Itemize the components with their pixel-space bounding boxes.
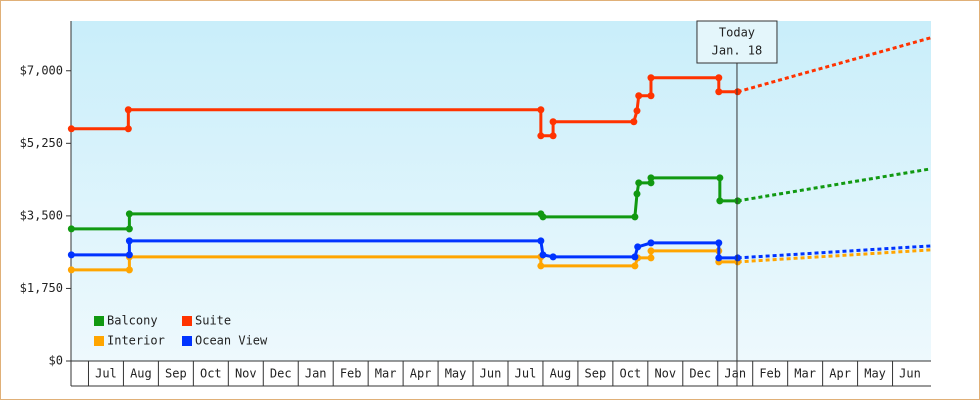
- data-point: [549, 253, 557, 261]
- y-tick-label: $3,500: [20, 208, 63, 222]
- x-tick-label: Oct: [620, 367, 642, 381]
- data-point: [67, 225, 75, 233]
- data-point: [631, 253, 639, 261]
- x-tick-label: Jul: [515, 367, 537, 381]
- data-point: [67, 266, 75, 274]
- data-point: [539, 251, 547, 259]
- data-point: [125, 266, 133, 274]
- legend-label: Interior: [107, 334, 165, 348]
- x-tick-label: Feb: [340, 367, 362, 381]
- x-tick-label: Feb: [759, 367, 781, 381]
- data-point: [537, 132, 545, 140]
- data-point: [634, 243, 642, 251]
- data-point: [716, 197, 724, 205]
- x-tick-label: Apr: [410, 367, 432, 381]
- data-point: [67, 251, 75, 259]
- legend-label: Ocean View: [195, 334, 268, 348]
- x-tick-label: Nov: [235, 367, 257, 381]
- data-point: [734, 88, 742, 96]
- x-tick-label: Jan: [305, 367, 327, 381]
- y-tick-label: $7,000: [20, 63, 63, 77]
- y-tick-label: $1,750: [20, 281, 63, 295]
- data-point: [549, 132, 557, 140]
- data-point: [125, 237, 133, 245]
- y-tick-label: $0: [49, 354, 63, 368]
- x-tick-label: Mar: [375, 367, 397, 381]
- data-point: [647, 247, 655, 255]
- x-tick-label: Sep: [165, 367, 187, 381]
- today-label: Today: [719, 26, 755, 40]
- x-tick-label: May: [864, 367, 886, 381]
- data-point: [633, 190, 641, 198]
- x-tick-label: Jul: [95, 367, 117, 381]
- x-tick-label: Jun: [480, 367, 502, 381]
- data-point: [631, 213, 639, 221]
- x-tick-label: Dec: [689, 367, 711, 381]
- data-point: [537, 262, 545, 270]
- data-point: [125, 251, 133, 259]
- data-point: [124, 106, 132, 114]
- data-point: [716, 174, 724, 182]
- x-tick-label: Jun: [899, 367, 921, 381]
- legend-label: Balcony: [107, 314, 158, 328]
- data-point: [539, 213, 547, 221]
- x-tick-label: Aug: [550, 367, 572, 381]
- data-point: [549, 118, 557, 126]
- x-tick-label: May: [445, 367, 467, 381]
- legend-swatch: [94, 336, 104, 346]
- projection-line: [737, 248, 932, 264]
- projection-line: [737, 36, 932, 94]
- legend-swatch: [94, 316, 104, 326]
- x-tick-label: Dec: [270, 367, 292, 381]
- today-box: [696, 20, 778, 64]
- x-tick-label: Aug: [130, 367, 152, 381]
- data-point: [647, 92, 655, 100]
- data-point: [734, 197, 742, 205]
- projection-line: [737, 244, 932, 260]
- data-point: [715, 239, 723, 247]
- data-point: [125, 210, 133, 218]
- x-tick-label: Mar: [794, 367, 816, 381]
- data-point: [635, 92, 643, 100]
- data-point: [647, 239, 655, 247]
- data-point: [537, 237, 545, 245]
- data-point: [630, 118, 638, 126]
- data-point: [715, 88, 723, 96]
- x-tick-label: Nov: [654, 367, 676, 381]
- legend-swatch: [182, 336, 192, 346]
- data-point: [715, 254, 723, 262]
- x-tick-label: Apr: [829, 367, 851, 381]
- data-point: [734, 254, 742, 262]
- data-point: [67, 125, 75, 133]
- x-tick-label: Jan: [724, 367, 746, 381]
- data-point: [631, 262, 639, 270]
- data-point: [635, 179, 643, 187]
- data-point: [633, 107, 641, 115]
- today-label: Jan. 18: [712, 44, 763, 58]
- data-point: [124, 125, 132, 133]
- x-tick-label: Sep: [585, 367, 607, 381]
- legend-label: Suite: [195, 314, 231, 328]
- y-tick-label: $5,250: [20, 136, 63, 150]
- data-point: [647, 179, 655, 187]
- data-point: [647, 254, 655, 262]
- data-point: [537, 106, 545, 114]
- legend-swatch: [182, 316, 192, 326]
- data-point: [125, 225, 133, 233]
- data-point: [715, 74, 723, 82]
- x-tick-label: Oct: [200, 367, 222, 381]
- data-point: [647, 174, 655, 182]
- projection-line: [737, 167, 932, 203]
- data-point: [647, 74, 655, 82]
